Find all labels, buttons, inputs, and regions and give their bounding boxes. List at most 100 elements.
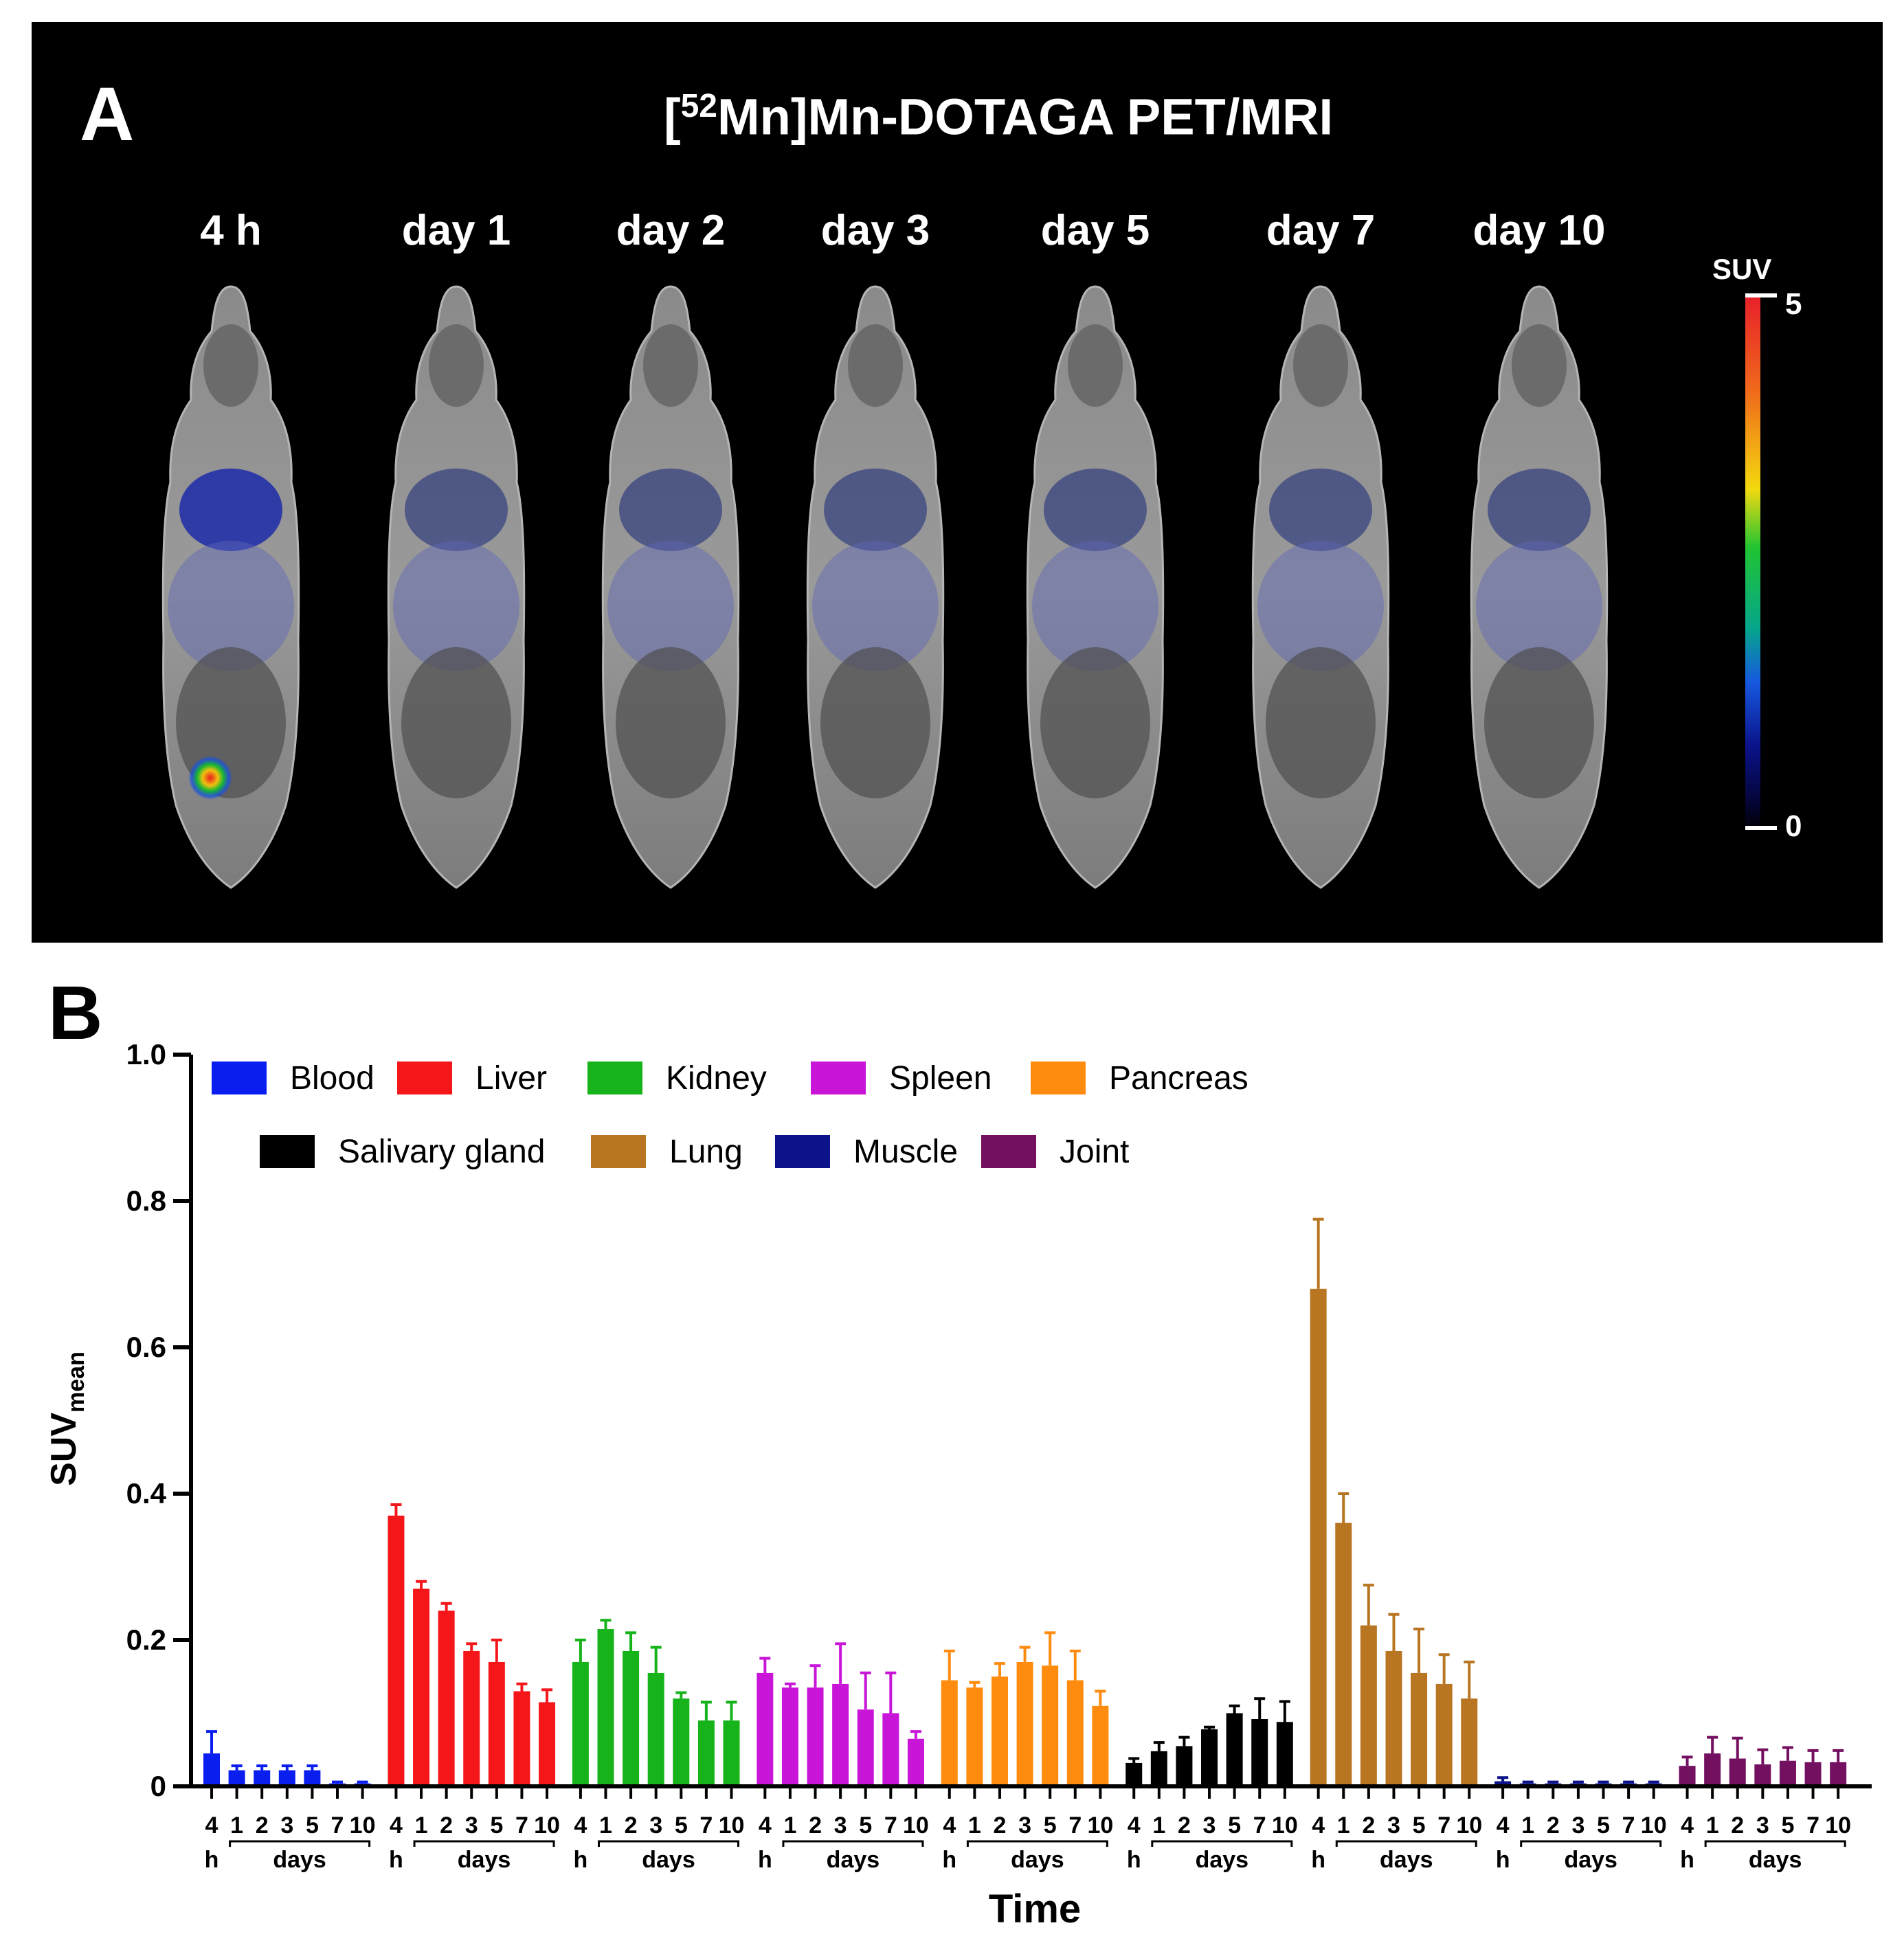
x-tick-label: 7 <box>1806 1812 1819 1839</box>
y-tick-label: 0.2 <box>126 1624 166 1656</box>
x-tick-label: 7 <box>1068 1812 1082 1839</box>
legend-item-pancreas: Pancreas <box>1031 1060 1248 1097</box>
colorbar-label: SUV <box>1712 253 1772 285</box>
x-tick-label: 4 <box>1681 1812 1694 1839</box>
days-bracket <box>1704 1840 1846 1847</box>
legend-label: Spleen <box>889 1060 992 1097</box>
x-tick-label: 10 <box>1456 1812 1482 1839</box>
legend-swatch <box>1031 1062 1086 1094</box>
x-sublabel-days: days <box>1564 1847 1617 1873</box>
x-tick-label: 4 <box>205 1812 219 1839</box>
days-bracket <box>1520 1840 1662 1847</box>
days-bracket <box>1151 1840 1293 1847</box>
bar-group-liver <box>388 1503 556 1786</box>
x-sublabel-h: h <box>942 1847 956 1873</box>
bar <box>757 1672 774 1786</box>
days-bracket <box>413 1840 555 1847</box>
x-tick-label: 5 <box>1781 1812 1794 1839</box>
x-tick-label: 7 <box>699 1812 713 1839</box>
x-tick-label: 2 <box>256 1812 269 1839</box>
x-tick-label: 1 <box>230 1812 243 1839</box>
bar <box>673 1698 690 1786</box>
days-bracket <box>597 1840 739 1847</box>
x-tick-label: 7 <box>515 1812 528 1839</box>
x-tick-label: 10 <box>350 1812 376 1839</box>
panel-a-letter: A <box>80 72 135 157</box>
x-tick-label: 4 <box>943 1812 956 1839</box>
days-bracket <box>1335 1840 1477 1847</box>
y-tick-label: 0.8 <box>126 1184 166 1217</box>
bar <box>1335 1523 1352 1786</box>
x-tick-label: 10 <box>1272 1812 1298 1839</box>
legend-item-lung: Lung <box>591 1134 743 1170</box>
x-tick-label: 5 <box>490 1812 503 1839</box>
legend-swatch <box>397 1062 452 1094</box>
bar <box>438 1610 455 1786</box>
bar <box>941 1680 958 1786</box>
x-tick-label: 10 <box>903 1812 929 1839</box>
legend-swatch <box>811 1062 866 1094</box>
bar <box>1704 1753 1721 1786</box>
panel-a-pet-mri: A [52Mn]Mn-DOTAGA PET/MRI 4 h day 1 day … <box>32 22 1883 943</box>
bar <box>1779 1760 1796 1786</box>
x-tick-label: 4 <box>759 1812 772 1839</box>
bar <box>832 1683 849 1786</box>
x-tick-label: 5 <box>306 1812 319 1839</box>
bar <box>966 1687 983 1786</box>
mouse-pet-mri-image <box>1470 285 1609 889</box>
legend-item-spleen: Spleen <box>811 1060 992 1097</box>
x-tick-label: 1 <box>1152 1812 1165 1839</box>
bar <box>1066 1680 1084 1786</box>
bar <box>413 1588 430 1786</box>
bar <box>623 1650 640 1786</box>
bar <box>388 1515 405 1786</box>
legend-swatch <box>260 1135 315 1168</box>
x-tick-label: 5 <box>1228 1812 1241 1839</box>
legend: Blood Liver Kidney Spleen Pancreas Salivary g… <box>212 1060 1248 1170</box>
x-sublabel-h: h <box>573 1847 587 1873</box>
x-tick-label: 1 <box>968 1812 981 1839</box>
bar-group-salivary-gland <box>1125 1697 1293 1786</box>
x-tick-label: 3 <box>1756 1812 1769 1839</box>
bar <box>1461 1698 1478 1786</box>
bar <box>539 1702 556 1786</box>
x-sublabel-days: days <box>273 1847 326 1873</box>
bar <box>1226 1713 1243 1786</box>
bar-group-blood <box>203 1730 371 1786</box>
colorbar-max-tick <box>1745 293 1777 297</box>
days-bracket <box>229 1840 371 1847</box>
x-tick-label: 2 <box>440 1812 453 1839</box>
x-tick-label: 10 <box>1825 1812 1851 1839</box>
x-sublabel-days: days <box>642 1847 695 1873</box>
bar <box>1754 1764 1771 1786</box>
x-tick-label: 5 <box>1597 1812 1610 1839</box>
legend-label: Salivary gland <box>338 1134 546 1170</box>
mouse-pet-mri-image <box>161 285 300 889</box>
x-tick-label: 2 <box>625 1812 638 1839</box>
x-tick-label: 7 <box>1253 1812 1266 1839</box>
x-tick-label: 2 <box>1547 1812 1560 1839</box>
y-tick-label: 0 <box>150 1770 166 1802</box>
legend-item-joint: Joint <box>981 1134 1129 1170</box>
bar <box>1176 1746 1193 1786</box>
bar <box>1729 1758 1746 1786</box>
mouse-pet-mri-image <box>1251 285 1390 889</box>
legend-swatch <box>587 1062 642 1094</box>
bar <box>463 1650 480 1786</box>
x-tick-label: 5 <box>1044 1812 1057 1839</box>
legend-swatch <box>212 1062 267 1094</box>
legend-label: Kidney <box>666 1060 767 1097</box>
x-sublabel-h: h <box>758 1847 772 1873</box>
x-tick-label: 3 <box>1203 1812 1216 1839</box>
legend-item-kidney: Kidney <box>587 1060 767 1097</box>
x-axis-label: Time <box>989 1887 1081 1931</box>
x-sublabel-days: days <box>458 1847 511 1873</box>
suv-colorbar <box>1745 295 1760 833</box>
bar <box>597 1629 614 1786</box>
x-tick-label: 5 <box>1413 1812 1426 1839</box>
x-tick-label: 3 <box>465 1812 478 1839</box>
bar <box>513 1691 530 1786</box>
x-tick-label: 5 <box>675 1812 688 1839</box>
panel-b-letter: B <box>48 971 103 1055</box>
x-sublabel-h: h <box>1680 1847 1694 1873</box>
